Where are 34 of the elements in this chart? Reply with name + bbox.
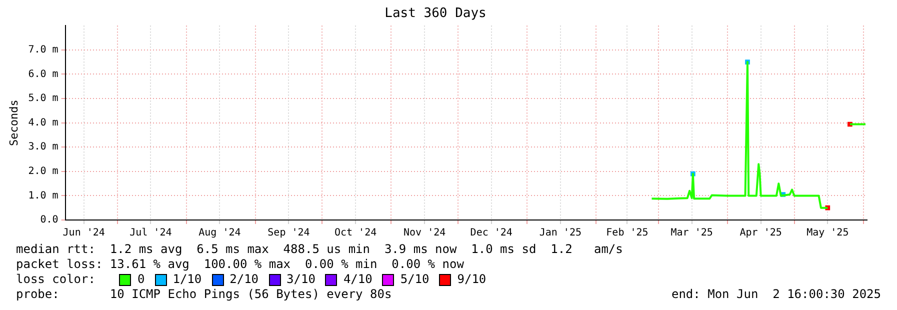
x-tick-label: Feb '25 [606,228,648,239]
chart-title: Last 360 Days [384,6,486,22]
text: median rtt: 1.2 ms avg 6.5 ms max 488.5 us min 3.9 ms now 1.0 ms sd 1.2 am/s [16,242,624,257]
y-tick-label: 5.0 m [28,93,58,104]
y-tick-label: 1.0 m [28,190,58,202]
x-tick-label: Oct '24 [334,228,377,239]
x-tick-label: Sep '24 [268,228,310,239]
legend-label: 1/10 [172,272,202,287]
x-tick-label: Apr '25 [740,228,782,239]
legend-label: 5/10 [400,272,430,287]
y-axis-title: Seconds [7,100,20,146]
x-tick-label: Nov '24 [404,228,446,239]
y-tick-label: 6.0 m [28,68,58,80]
y-tick-label: 4.0 m [28,117,58,128]
legend-title: loss color: [16,272,96,287]
text: probe: 10 ICMP Echo Pings (56 Bytes) every 80s [16,287,392,302]
x-tick-label: Jan '25 [539,228,582,239]
y-tick-label: 7.0 m [28,44,58,56]
y-tick-label: 0.0 [40,214,58,226]
legend-label: 2/10 [230,272,259,287]
legend-label: 9/10 [457,272,486,287]
x-tick-label: Dec '24 [470,228,512,239]
y-tick-label: 3.0 m [28,142,58,153]
legend-label: 3/10 [286,272,316,287]
text: packet loss: 13.61 % avg 100.00 % max 0.00 % min 0.00 % now [16,257,465,272]
text: end: Mon Jun 2 16:00:30 2025 [671,287,881,302]
x-tick-label: Mar '25 [670,228,713,239]
x-tick-label: Jul '24 [130,228,172,239]
legend-label: 0 [137,272,145,287]
x-tick-label: Jun '24 [62,228,105,239]
x-tick-label: May '25 [806,228,849,239]
y-tick-label: 2.0 m [28,166,58,177]
x-tick-label: Aug '24 [198,228,241,239]
legend-label: 4/10 [343,272,372,287]
